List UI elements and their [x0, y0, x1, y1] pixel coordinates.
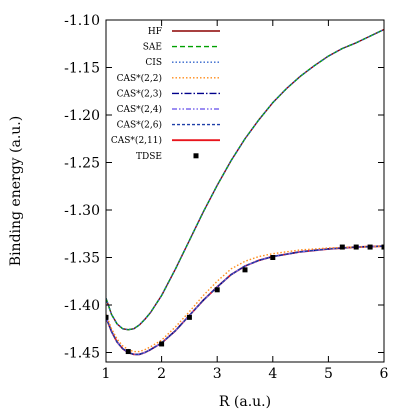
- x-tick-label: 5: [324, 366, 333, 382]
- x-tick-label: 3: [213, 366, 222, 382]
- y-tick-label: -1.30: [64, 203, 100, 219]
- series-marker-tdse: [186, 314, 192, 320]
- series-line-cas-2-2: [106, 245, 384, 353]
- legend-label-cas-2-11: CAS*(2,11): [111, 135, 162, 146]
- y-axis-title: Binding energy (a.u.): [8, 116, 24, 266]
- legend-label-tdse: TDSE: [136, 152, 162, 162]
- y-tick-label: -1.35: [64, 251, 100, 267]
- legend-label-cas-2-3: CAS*(2,3): [117, 88, 162, 99]
- legend-label-hf: HF: [148, 27, 162, 37]
- legend-label-cas-2-4: CAS*(2,4): [117, 104, 162, 115]
- series-marker-tdse: [159, 341, 165, 347]
- series-line-sae: [106, 28, 384, 331]
- x-tick-label: 1: [102, 366, 111, 382]
- series-line-cas-2-4: [106, 245, 384, 356]
- legend-key-tdse: [193, 153, 199, 159]
- x-tick-label: 2: [157, 366, 166, 382]
- legend-label-cas-2-6: CAS*(2,6): [117, 120, 162, 131]
- series-marker-tdse: [214, 287, 220, 293]
- y-tick-label: -1.10: [64, 13, 100, 29]
- series-marker-tdse: [106, 314, 109, 320]
- y-tick-label: -1.15: [64, 61, 100, 77]
- series-marker-tdse: [125, 349, 131, 355]
- legend-label-sae: SAE: [143, 43, 162, 53]
- y-tick-label: -1.20: [64, 108, 100, 124]
- series-marker-tdse: [339, 244, 345, 250]
- plot-frame: [105, 19, 385, 363]
- series-marker-tdse: [381, 244, 384, 250]
- series-line-cas-2-11: [106, 245, 384, 356]
- y-tick-label: -1.25: [64, 156, 100, 172]
- series-line-cas-2-6: [106, 245, 384, 356]
- series-marker-tdse: [367, 244, 373, 250]
- series-line-cas-2-3: [106, 245, 384, 356]
- y-tick-label: -1.45: [64, 346, 100, 362]
- x-tick-label: 6: [380, 366, 389, 382]
- series-marker-tdse: [353, 244, 359, 250]
- y-tick-label: -1.40: [64, 298, 100, 314]
- series-marker-tdse: [270, 255, 276, 260]
- legend-label-cis: CIS: [145, 58, 162, 68]
- series-marker-tdse: [242, 267, 248, 273]
- legend-label-cas-2-2: CAS*(2,2): [117, 73, 162, 84]
- x-tick-label: 4: [268, 366, 277, 382]
- x-axis-title: R (a.u.): [219, 394, 271, 410]
